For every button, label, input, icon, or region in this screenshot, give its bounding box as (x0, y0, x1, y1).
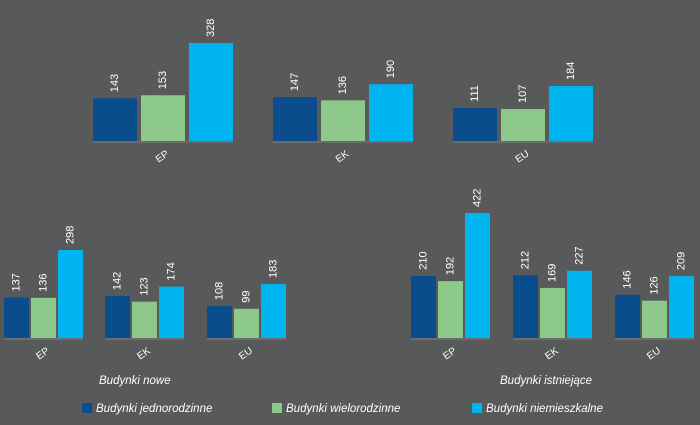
bar-ep-2 (58, 250, 83, 338)
data-label: 123 (138, 277, 150, 295)
category-label: EP (34, 345, 52, 362)
data-label: 174 (165, 262, 177, 280)
data-label: 422 (471, 189, 483, 207)
bar-ek-1 (132, 301, 157, 338)
data-label: 111 (469, 85, 481, 102)
bar-ep-2 (465, 213, 490, 338)
baseline-band (4, 338, 83, 340)
bar-eu-0 (207, 306, 232, 338)
data-label: 146 (621, 270, 633, 288)
bar-ep-1 (31, 297, 56, 338)
category-label: EK (543, 345, 561, 362)
baseline-band (411, 338, 490, 340)
data-label: 143 (109, 74, 121, 92)
data-label: 147 (289, 73, 301, 91)
bar-ep-0 (4, 297, 29, 338)
data-label: 137 (10, 273, 22, 291)
bar-ek-0 (105, 296, 130, 338)
baseline-band (615, 338, 694, 340)
legend-label-2: Budynki niemieszkalne (486, 403, 603, 415)
legend-label-0: Budynki jednorodzinne (96, 403, 212, 415)
category-label: EU (645, 345, 663, 362)
category-label: EP (154, 148, 172, 165)
legend-swatch-0 (82, 403, 92, 413)
bar-ek-0 (273, 97, 317, 141)
data-label: 227 (573, 246, 585, 264)
data-label: 107 (517, 85, 529, 103)
bar-ek-1 (540, 287, 565, 338)
data-label: 136 (337, 76, 349, 94)
bar-ek-0 (513, 275, 538, 338)
bar-eu-2 (669, 276, 694, 338)
category-label: EK (135, 345, 153, 362)
baseline-band (105, 338, 184, 340)
bar-eu-2 (549, 86, 593, 141)
data-label: 169 (546, 264, 558, 282)
category-label: EU (514, 148, 532, 165)
bar-eu-1 (234, 308, 259, 338)
category-label: EP (441, 345, 459, 362)
bar-ep-1 (141, 95, 185, 141)
data-label: 190 (385, 60, 397, 78)
data-label: 126 (648, 276, 660, 294)
legend-swatch-2 (472, 403, 482, 413)
bar-eu-0 (453, 107, 497, 141)
data-label: 136 (37, 273, 49, 291)
bar-ep-2 (189, 43, 233, 141)
data-label: 183 (267, 260, 279, 278)
data-label: 184 (565, 62, 577, 80)
legend-label-1: Budynki wielorodzinne (286, 403, 400, 415)
bar-eu-2 (261, 283, 286, 338)
bar-ek-2 (369, 84, 413, 141)
chart-title: Budynki nowe (99, 375, 171, 387)
bar-eu-1 (501, 109, 545, 141)
data-label: 212 (519, 251, 531, 269)
data-label: 99 (240, 291, 252, 303)
data-label: 108 (213, 282, 225, 300)
baseline-band (513, 338, 592, 340)
bar-ep-0 (411, 275, 436, 338)
baseline-band (93, 141, 233, 143)
bar-eu-1 (642, 300, 667, 338)
bar-ek-2 (159, 286, 184, 338)
baseline-band (453, 141, 593, 143)
data-label: 153 (157, 71, 169, 89)
data-label: 192 (444, 257, 456, 275)
chart-title: Budynki istniejące (500, 375, 592, 387)
legend-swatch-1 (272, 403, 282, 413)
baseline-band (207, 338, 286, 340)
bar-ek-2 (567, 270, 592, 338)
bar-ep-0 (93, 98, 137, 141)
data-label: 210 (417, 251, 429, 269)
data-label: 209 (675, 252, 687, 270)
category-label: EK (334, 148, 352, 165)
data-label: 142 (111, 272, 123, 290)
baseline-band (273, 141, 413, 143)
bar-ek-1 (321, 100, 365, 141)
data-label: 328 (205, 19, 217, 37)
data-label: 298 (64, 226, 76, 244)
bar-eu-0 (615, 294, 640, 338)
category-label: EU (237, 345, 255, 362)
bar-ep-1 (438, 281, 463, 338)
